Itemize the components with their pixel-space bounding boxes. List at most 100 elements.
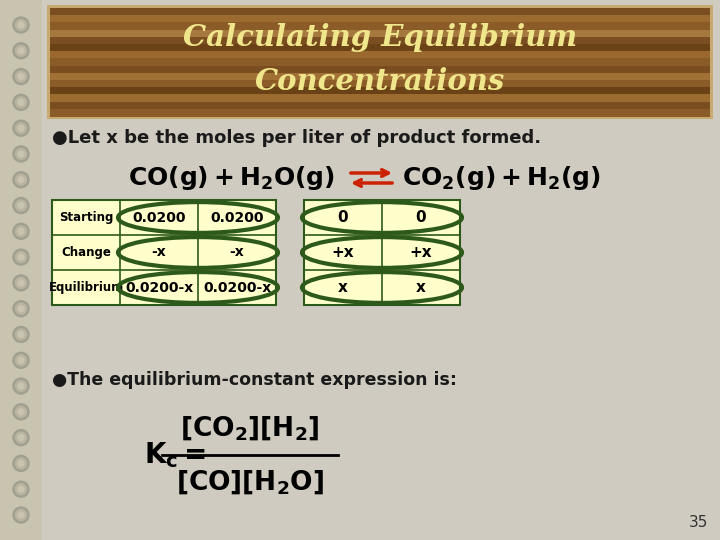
Bar xyxy=(50,44,710,52)
Bar xyxy=(50,15,710,23)
Circle shape xyxy=(16,200,27,211)
Circle shape xyxy=(13,172,29,188)
Circle shape xyxy=(18,48,24,54)
Circle shape xyxy=(18,357,24,363)
Text: Equilibrium: Equilibrium xyxy=(48,281,124,294)
Circle shape xyxy=(16,432,27,443)
Circle shape xyxy=(13,17,29,33)
Circle shape xyxy=(16,278,27,288)
Circle shape xyxy=(16,484,27,495)
Circle shape xyxy=(16,329,27,340)
Text: x: x xyxy=(338,280,348,295)
Circle shape xyxy=(18,332,24,338)
Circle shape xyxy=(13,378,29,394)
Circle shape xyxy=(13,327,29,342)
Circle shape xyxy=(18,486,24,492)
Circle shape xyxy=(13,507,29,523)
Text: 0.0200: 0.0200 xyxy=(132,211,186,225)
Text: $\mathbf{K_c =}$: $\mathbf{K_c =}$ xyxy=(144,440,206,470)
Text: 35: 35 xyxy=(688,515,708,530)
Text: Concentrations: Concentrations xyxy=(255,68,505,97)
Bar xyxy=(50,8,710,16)
Circle shape xyxy=(18,280,24,286)
Circle shape xyxy=(13,481,29,497)
Text: 0.0200-x: 0.0200-x xyxy=(203,280,271,294)
Circle shape xyxy=(16,71,27,82)
Circle shape xyxy=(13,198,29,213)
Circle shape xyxy=(13,146,29,162)
Circle shape xyxy=(13,404,29,420)
Text: -x: -x xyxy=(230,246,244,260)
Circle shape xyxy=(16,303,27,314)
Circle shape xyxy=(16,123,27,134)
Text: 0.0200-x: 0.0200-x xyxy=(125,280,193,294)
Circle shape xyxy=(13,120,29,136)
Circle shape xyxy=(18,461,24,467)
Bar xyxy=(50,58,710,66)
Circle shape xyxy=(16,510,27,521)
Circle shape xyxy=(13,352,29,368)
Bar xyxy=(50,87,710,95)
Circle shape xyxy=(13,249,29,265)
Text: Starting: Starting xyxy=(59,211,113,224)
Circle shape xyxy=(18,177,24,183)
Circle shape xyxy=(16,381,27,392)
Text: +x: +x xyxy=(332,245,354,260)
Circle shape xyxy=(13,94,29,110)
Bar xyxy=(50,102,710,109)
Text: Calculating Equilibrium: Calculating Equilibrium xyxy=(183,23,577,51)
Circle shape xyxy=(16,19,27,30)
Bar xyxy=(50,65,710,73)
Circle shape xyxy=(16,97,27,108)
Text: 0: 0 xyxy=(338,210,348,225)
Bar xyxy=(304,200,460,305)
Circle shape xyxy=(16,148,27,159)
Circle shape xyxy=(18,228,24,234)
Bar xyxy=(50,109,710,117)
Bar xyxy=(50,30,710,37)
Circle shape xyxy=(16,226,27,237)
Circle shape xyxy=(13,43,29,59)
Circle shape xyxy=(16,174,27,185)
Text: 0: 0 xyxy=(415,210,426,225)
Circle shape xyxy=(16,458,27,469)
Text: $\mathbf{[CO][H_2O]}$: $\mathbf{[CO][H_2O]}$ xyxy=(176,468,324,496)
Bar xyxy=(52,200,276,305)
Bar xyxy=(50,22,710,30)
Circle shape xyxy=(18,409,24,415)
Circle shape xyxy=(18,383,24,389)
Bar xyxy=(47,5,713,119)
Circle shape xyxy=(18,151,24,157)
Circle shape xyxy=(16,406,27,417)
Circle shape xyxy=(18,435,24,441)
Circle shape xyxy=(18,125,24,131)
Text: $\mathbf{CO_2(g)+H_2(g)}$: $\mathbf{CO_2(g)+H_2(g)}$ xyxy=(402,164,600,192)
Circle shape xyxy=(13,455,29,471)
Text: $\mathbf{[CO_2][H_2]}$: $\mathbf{[CO_2][H_2]}$ xyxy=(180,414,320,442)
Circle shape xyxy=(18,512,24,518)
Text: ●Let x be the moles per liter of product formed.: ●Let x be the moles per liter of product… xyxy=(52,129,541,147)
Text: ●The equilibrium-constant expression is:: ●The equilibrium-constant expression is: xyxy=(52,371,457,389)
Bar xyxy=(50,37,710,44)
Bar xyxy=(50,73,710,80)
Circle shape xyxy=(18,254,24,260)
Circle shape xyxy=(13,301,29,316)
Bar xyxy=(0,0,42,540)
Text: 0.0200: 0.0200 xyxy=(210,211,264,225)
Bar xyxy=(50,8,710,116)
Text: x: x xyxy=(416,280,426,295)
Circle shape xyxy=(18,202,24,208)
Circle shape xyxy=(18,22,24,28)
Circle shape xyxy=(16,252,27,262)
Text: Change: Change xyxy=(61,246,111,259)
Bar xyxy=(50,80,710,87)
Circle shape xyxy=(18,306,24,312)
Circle shape xyxy=(18,73,24,79)
Text: -x: -x xyxy=(152,246,166,260)
Circle shape xyxy=(13,69,29,85)
Circle shape xyxy=(13,224,29,239)
Circle shape xyxy=(13,275,29,291)
Circle shape xyxy=(16,45,27,56)
Bar xyxy=(50,94,710,102)
Text: $\mathbf{CO(g)+H_2O(g)}$: $\mathbf{CO(g)+H_2O(g)}$ xyxy=(128,164,335,192)
